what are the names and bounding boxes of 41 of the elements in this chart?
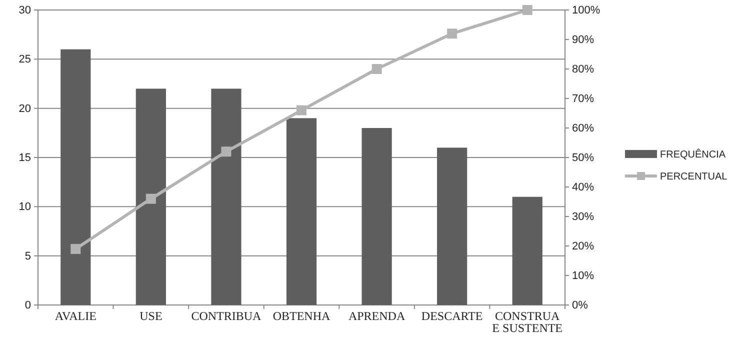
- x-tick-label: AVALIE: [54, 309, 96, 323]
- y-tick-label: 10: [18, 201, 31, 214]
- point: [447, 28, 458, 39]
- y-tick-label: 15: [18, 152, 31, 164]
- point: [372, 64, 382, 74]
- x-tick-label: CONTRIBUA: [191, 309, 262, 323]
- y-tick-label: 5: [24, 250, 31, 262]
- y2-tick-label: 30%: [572, 211, 594, 224]
- bar: [60, 49, 91, 305]
- y-tick-label: 20: [18, 102, 31, 115]
- point: [146, 194, 156, 204]
- bar: [362, 128, 392, 305]
- y2-tick-label: 40%: [572, 182, 594, 194]
- x-tick-label: OBTENHA: [272, 309, 330, 323]
- legend-label: FREQUÊNCIA: [660, 148, 726, 160]
- y2-tick-label: 50%: [572, 152, 594, 164]
- y2-tick-label: 70%: [572, 93, 594, 106]
- y-tick-label: 30: [18, 4, 31, 17]
- y-tick-label: 25: [18, 54, 31, 66]
- bar: [136, 88, 166, 305]
- y2-tick-label: 20%: [572, 240, 594, 253]
- bar: [211, 88, 242, 305]
- y2-tick-label: 60%: [572, 122, 594, 135]
- x-tick-label: APRENDA: [348, 309, 406, 323]
- bar: [512, 196, 542, 305]
- y2-tick-label: 90%: [572, 34, 594, 46]
- x-tick-label: USE: [140, 309, 162, 323]
- x-tick-label: DESCARTE: [421, 309, 483, 323]
- bar: [437, 148, 468, 305]
- y2-tick-label: 0%: [572, 300, 588, 312]
- legend-label: PERCENTUAL: [660, 172, 728, 182]
- y-tick-label: 0: [24, 300, 31, 312]
- x-tick-label: CONSTRUA E SUSTENTE: [492, 309, 563, 335]
- point: [221, 146, 232, 157]
- y2-tick-label: 100%: [572, 4, 600, 17]
- point: [296, 105, 306, 116]
- bar: [286, 118, 317, 305]
- point: [522, 5, 532, 15]
- y2-tick-label: 80%: [572, 64, 594, 76]
- point: [70, 244, 81, 254]
- y2-tick-label: 10%: [572, 270, 594, 282]
